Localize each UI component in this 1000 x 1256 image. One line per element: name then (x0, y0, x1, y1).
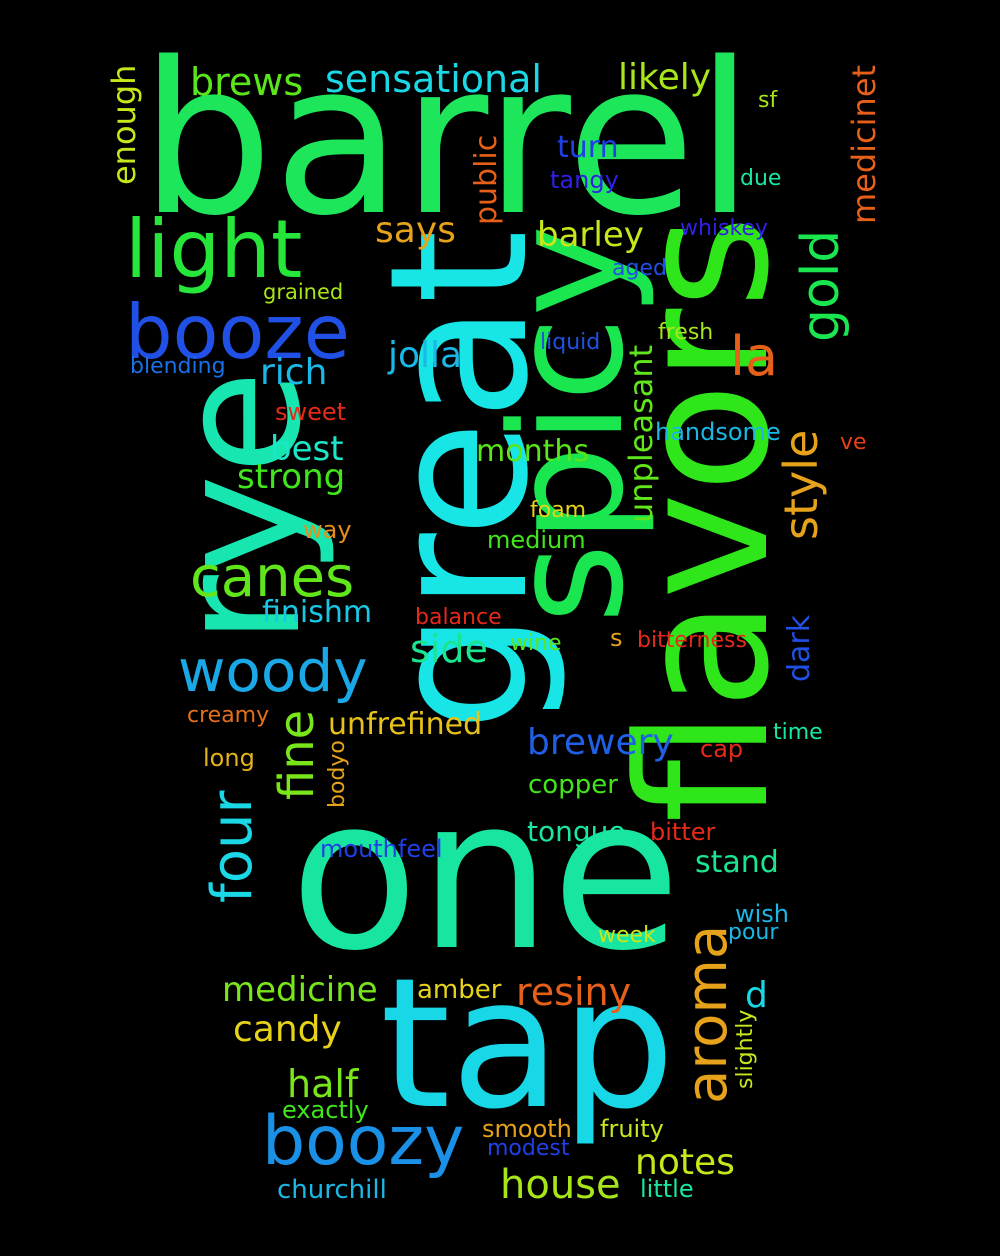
word-ve: ve (840, 430, 867, 455)
word-house: house (500, 1162, 621, 1208)
word-stand: stand (695, 845, 779, 880)
word-enough: enough (105, 64, 143, 185)
word-brewery: brewery (527, 722, 674, 763)
word-tongue: tongue (527, 815, 626, 848)
word-cap: cap (700, 735, 744, 763)
word-medicine: medicine (222, 970, 378, 1010)
word-medicinet: medicinet (845, 64, 883, 224)
word-resiny: resiny (516, 970, 632, 1014)
word-fine: fine (269, 709, 325, 800)
word-smooth: smooth (482, 1115, 572, 1143)
word-public: public (469, 134, 504, 225)
word-notes: notes (635, 1142, 735, 1183)
word-churchill: churchill (277, 1175, 387, 1205)
word-strong: strong (237, 457, 346, 497)
word-long: long (203, 744, 255, 772)
word-style: style (774, 429, 828, 540)
word-due: due (740, 166, 782, 191)
word-blending: blending (130, 354, 226, 379)
word-half: half (287, 1062, 359, 1106)
word-aroma: aroma (675, 924, 740, 1104)
word-canes: canes (190, 545, 355, 610)
word-says: says (375, 210, 456, 251)
word-modest: modest (487, 1136, 570, 1161)
word-aged: aged (612, 256, 667, 281)
word-bitterness: bitterness (637, 628, 747, 653)
word-turn: turn (557, 130, 619, 165)
word-wine: wine (510, 631, 562, 656)
word-mouthfeel: mouthfeel (320, 835, 443, 863)
word-tap: tap (380, 940, 676, 1149)
word-medium: medium (487, 526, 586, 554)
word-barley: barley (537, 215, 644, 255)
word-finishm: finishm (262, 595, 373, 630)
word-booze: booze (125, 288, 350, 376)
word-months: months (476, 434, 589, 469)
word-candy: candy (233, 1009, 342, 1050)
word-light: light (125, 203, 303, 296)
word-la: la (730, 325, 779, 388)
word-best: best (270, 429, 344, 469)
word-unpleasant: unpleasant (622, 344, 660, 523)
word-fruity: fruity (600, 1115, 664, 1143)
word-brews: brews (190, 60, 304, 104)
word-pour: pour (728, 920, 779, 945)
word-rich: rich (260, 352, 328, 393)
word-way: way (303, 516, 352, 544)
word-grained: grained (263, 280, 344, 304)
word-sf: sf (758, 88, 778, 113)
word-amber: amber (417, 975, 502, 1005)
word-creamy: creamy (187, 703, 270, 728)
word-barrel: barrel (140, 17, 754, 262)
word-boozy: boozy (262, 1102, 465, 1181)
word-woody: woody (178, 637, 368, 705)
word-foam: foam (530, 498, 587, 523)
word-sensational: sensational (325, 57, 542, 101)
word-copper: copper (528, 770, 618, 800)
word-s: s (610, 624, 623, 652)
word-fresh: fresh (658, 320, 714, 345)
word-four: four (200, 790, 265, 904)
word-likely: likely (618, 57, 712, 98)
word-bitter: bitter (650, 818, 716, 846)
word-tangy: tangy (550, 166, 619, 194)
word-one: one (290, 752, 681, 997)
word-week: week (598, 923, 656, 948)
word-side: side (410, 627, 488, 671)
word-whiskey: whiskey (680, 216, 769, 241)
word-exactly: exactly (282, 1096, 369, 1124)
word-wish: wish (735, 900, 790, 928)
word-gold: gold (791, 229, 851, 342)
word-slightly: slightly (733, 1009, 758, 1089)
word-jolla: jolla (388, 335, 463, 376)
word-little: little (640, 1175, 694, 1203)
word-liquid: liquid (540, 330, 601, 355)
word-bodyo: bodyo (325, 740, 350, 808)
word-dark: dark (782, 614, 817, 682)
word-balance: balance (415, 605, 502, 630)
word-d: d (745, 975, 768, 1016)
word-unfrefined: unfrefined (328, 707, 483, 742)
word-time: time (773, 720, 823, 745)
word-sweet: sweet (275, 398, 347, 426)
word-handsome: handsome (655, 418, 781, 446)
